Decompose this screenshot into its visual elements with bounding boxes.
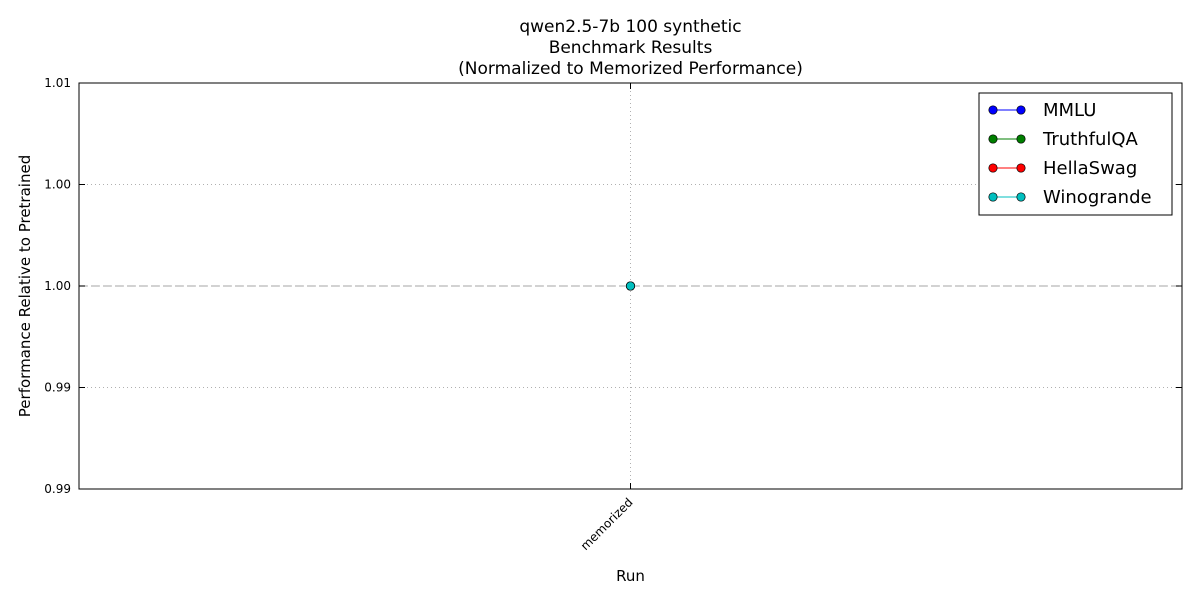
legend-label: Winogrande bbox=[1043, 187, 1152, 208]
legend-item: HellaSwag bbox=[988, 158, 1137, 179]
y-tick-label: 1.01 bbox=[44, 76, 71, 90]
x-axis-label: Run bbox=[616, 567, 645, 585]
legend-item: MMLU bbox=[988, 100, 1096, 121]
series-group bbox=[625, 281, 636, 291]
y-tick-label: 0.99 bbox=[44, 381, 71, 395]
legend-item: TruthfulQA bbox=[988, 129, 1139, 150]
legend-marker bbox=[1016, 134, 1026, 144]
legend: MMLU TruthfulQA HellaSwag Winogrande bbox=[978, 92, 1173, 216]
y-axis-ticks: 0.99 0.99 1.00 1.00 1.01 bbox=[44, 76, 1182, 496]
legend-item: Winogrande bbox=[988, 187, 1152, 208]
legend-label: TruthfulQA bbox=[1042, 129, 1139, 150]
y-axis-label: Performance Relative to Pretrained bbox=[16, 155, 34, 417]
legend-marker bbox=[1016, 192, 1026, 202]
chart-title-line: (Normalized to Memorized Performance) bbox=[458, 59, 803, 79]
legend-label: HellaSwag bbox=[1043, 158, 1137, 179]
y-tick-label: 1.00 bbox=[44, 279, 71, 293]
data-point bbox=[625, 281, 636, 291]
legend-marker bbox=[988, 192, 998, 202]
x-axis-ticks: memorized bbox=[578, 83, 636, 553]
legend-marker bbox=[1016, 163, 1026, 173]
legend-marker bbox=[988, 134, 998, 144]
y-tick-label: 1.00 bbox=[44, 178, 71, 192]
y-tick-label: 0.99 bbox=[44, 482, 71, 496]
legend-marker bbox=[988, 105, 998, 115]
legend-marker bbox=[1016, 105, 1026, 115]
x-tick-label: memorized bbox=[578, 495, 636, 553]
legend-label: MMLU bbox=[1043, 100, 1096, 121]
legend-box bbox=[978, 92, 1173, 216]
chart-title-line: qwen2.5-7b 100 synthetic bbox=[519, 17, 741, 37]
legend-marker bbox=[988, 163, 998, 173]
chart-title-line: Benchmark Results bbox=[549, 38, 713, 58]
